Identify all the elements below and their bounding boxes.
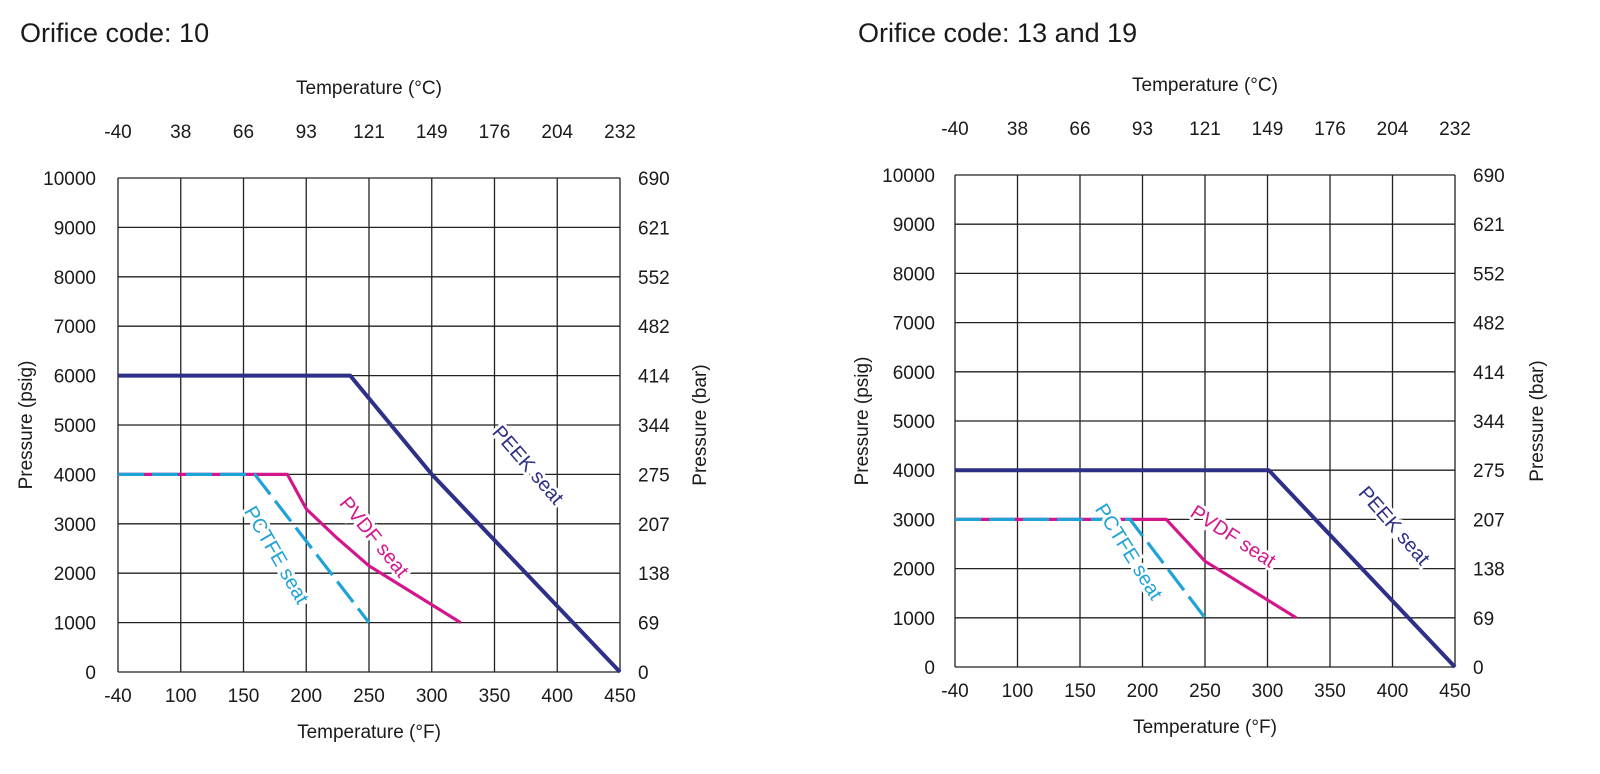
x-tick-label: 150 — [1064, 681, 1096, 702]
series-label: PCTFE seat — [239, 503, 313, 609]
chart-title: Orifice code: 10 — [20, 18, 209, 48]
x2-tick-label: 38 — [1007, 119, 1028, 140]
x-tick-label: 350 — [1314, 681, 1346, 702]
y-tick-label: 8000 — [54, 268, 96, 289]
x2-tick-label: 93 — [1132, 119, 1153, 140]
y2-tick-label: 0 — [1473, 658, 1484, 679]
y-tick-label: 3000 — [54, 515, 96, 536]
x2-tick-label: 232 — [1439, 119, 1471, 140]
series-line-pvdf-seat — [118, 474, 461, 622]
y2-tick-label: 207 — [1473, 510, 1505, 531]
y2-tick-label: 690 — [638, 169, 670, 190]
y-tick-label: 2000 — [893, 560, 935, 581]
y2-tick-label: 690 — [1473, 166, 1505, 187]
x-tick-label: 150 — [228, 686, 260, 707]
x-tick-label: 300 — [416, 686, 448, 707]
x-tick-label: 400 — [541, 686, 573, 707]
y2-tick-label: 414 — [1473, 363, 1505, 384]
y2-tick-label: 552 — [638, 268, 670, 289]
x-tick-label: 450 — [604, 686, 636, 707]
y-tick-label: 5000 — [893, 412, 935, 433]
y-tick-label: 7000 — [893, 314, 935, 335]
y-tick-label: 0 — [85, 663, 96, 684]
y2-tick-label: 344 — [638, 416, 670, 437]
y-axis-title: Pressure (psig) — [852, 357, 873, 486]
y-tick-label: 10000 — [882, 166, 935, 187]
x2-tick-label: 176 — [1314, 119, 1346, 140]
y2-axis-title: Pressure (bar) — [1527, 360, 1548, 481]
x2-tick-label: 66 — [1069, 119, 1090, 140]
chart-1: Orifice code: 10 -40 -40 100 38 150 66 200 93 250… — [16, 18, 711, 743]
y2-tick-label: 621 — [638, 218, 670, 239]
x2-axis-title: Temperature (°C) — [296, 78, 442, 99]
y-axis-title: Pressure (psig) — [16, 361, 37, 490]
x-tick-label: 200 — [290, 686, 322, 707]
x2-tick-label: 66 — [233, 122, 254, 143]
y2-tick-label: 482 — [1473, 314, 1505, 335]
x-tick-label: 450 — [1439, 681, 1471, 702]
y2-tick-label: 414 — [638, 367, 670, 388]
x-tick-label: 200 — [1127, 681, 1159, 702]
chart-title: Orifice code: 13 and 19 — [858, 18, 1137, 48]
y-tick-label: 7000 — [54, 317, 96, 338]
x-tick-label: 250 — [1189, 681, 1221, 702]
x-tick-label: 100 — [165, 686, 197, 707]
y2-tick-label: 275 — [638, 465, 670, 486]
x2-tick-label: 204 — [541, 122, 573, 143]
y2-tick-label: 69 — [638, 614, 659, 635]
x2-tick-label: 232 — [604, 122, 636, 143]
x2-axis-title: Temperature (°C) — [1132, 75, 1278, 96]
y-tick-label: 2000 — [54, 564, 96, 585]
y2-tick-label: 69 — [1473, 609, 1494, 630]
series-label: PEEK seat — [488, 422, 568, 510]
x-tick-label: 250 — [353, 686, 385, 707]
x2-tick-label: 149 — [416, 122, 448, 143]
y-tick-label: 1000 — [54, 614, 96, 635]
y-tick-label: 3000 — [893, 510, 935, 531]
y2-tick-label: 275 — [1473, 461, 1505, 482]
y2-tick-label: 138 — [638, 564, 670, 585]
x-tick-label: 100 — [1002, 681, 1034, 702]
series-label: PVDF seat — [1186, 501, 1279, 572]
chart-2: Orifice code: 13 and 19 -40 -40 100 38 150 66 2… — [852, 18, 1548, 738]
x-axis-title: Temperature (°F) — [297, 722, 441, 743]
x2-tick-label: 38 — [170, 122, 191, 143]
x-tick-label: 400 — [1377, 681, 1409, 702]
y2-tick-label: 552 — [1473, 264, 1505, 285]
x-tick-label: 350 — [479, 686, 511, 707]
x2-tick-label: 121 — [353, 122, 385, 143]
y2-tick-label: 138 — [1473, 560, 1505, 581]
x-tick-label: -40 — [104, 686, 131, 707]
y-tick-label: 1000 — [893, 609, 935, 630]
y2-axis-title: Pressure (bar) — [690, 364, 711, 485]
y-tick-label: 6000 — [54, 367, 96, 388]
x-tick-label: -40 — [941, 681, 968, 702]
x-tick-label: 300 — [1252, 681, 1284, 702]
x2-tick-label: 204 — [1377, 119, 1409, 140]
x2-tick-label: -40 — [941, 119, 968, 140]
y-tick-label: 4000 — [893, 461, 935, 482]
y2-tick-label: 344 — [1473, 412, 1505, 433]
y-tick-label: 10000 — [43, 169, 96, 190]
y-tick-label: 6000 — [893, 363, 935, 384]
x2-tick-label: 93 — [296, 122, 317, 143]
series-label: PEEK seat — [1354, 482, 1434, 570]
y2-tick-label: 0 — [638, 663, 649, 684]
y2-tick-label: 207 — [638, 515, 670, 536]
y2-tick-label: 621 — [1473, 215, 1505, 236]
y-tick-label: 5000 — [54, 416, 96, 437]
x2-tick-label: 121 — [1189, 119, 1221, 140]
x2-tick-label: 176 — [479, 122, 511, 143]
y-tick-label: 9000 — [54, 218, 96, 239]
x2-tick-label: 149 — [1252, 119, 1284, 140]
x2-tick-label: -40 — [104, 122, 131, 143]
y-tick-label: 4000 — [54, 465, 96, 486]
y-tick-label: 8000 — [893, 264, 935, 285]
y-tick-label: 9000 — [893, 215, 935, 236]
y2-tick-label: 482 — [638, 317, 670, 338]
y-tick-label: 0 — [924, 658, 935, 679]
x-axis-title: Temperature (°F) — [1133, 717, 1277, 738]
